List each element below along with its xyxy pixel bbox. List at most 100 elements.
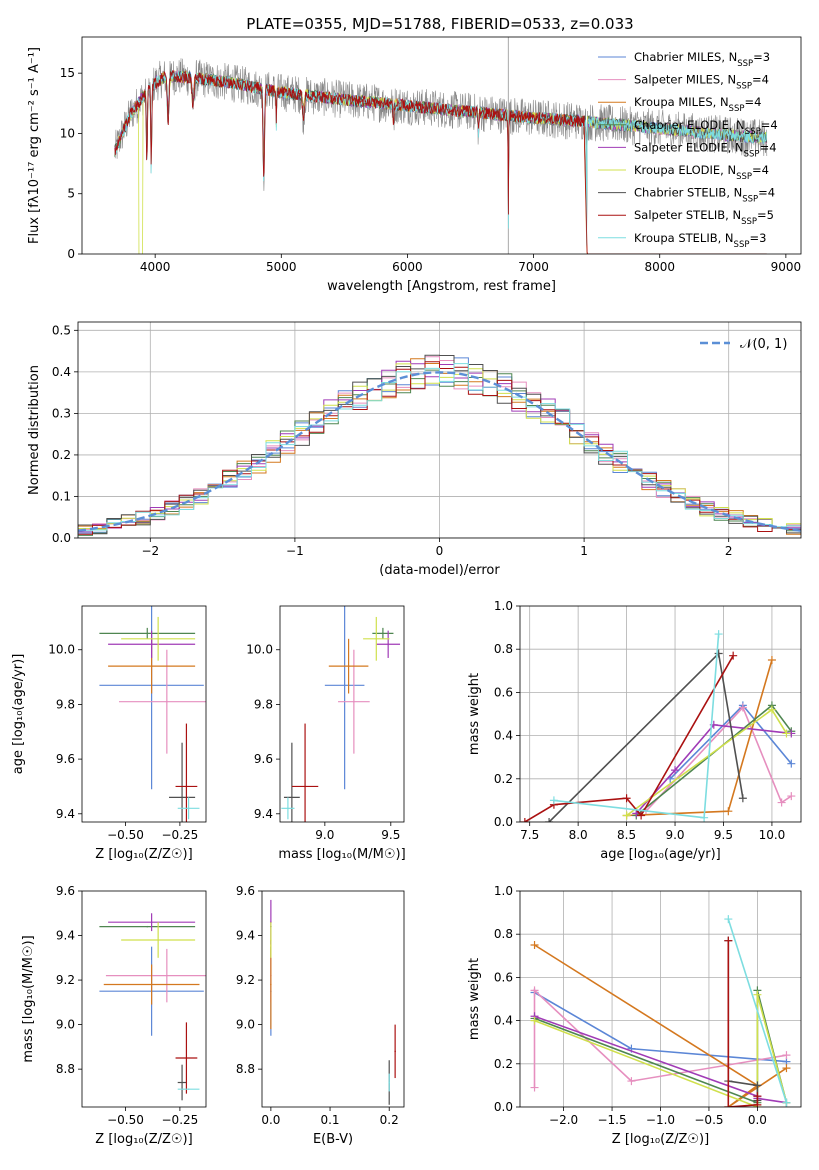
data-point <box>185 785 188 788</box>
axes-frame <box>81 605 207 823</box>
x-tick-label: −0.25 <box>162 1113 199 1127</box>
x-tick-label: 0.1 <box>320 1113 339 1127</box>
y-tick-label: 10 <box>60 126 75 140</box>
data-point <box>146 632 149 635</box>
x-tick-label: −0.50 <box>107 828 144 842</box>
y-tick-label: 0.5 <box>52 323 71 337</box>
x-tick-label: 0 <box>436 544 444 558</box>
y-axis-label: age [log₁₀(age/yr)] <box>11 654 26 775</box>
axes-frame <box>77 321 802 539</box>
y-tick-label: 0.4 <box>52 365 71 379</box>
x-axis-label: Z [log₁₀(Z/Z☉)] <box>612 1132 709 1147</box>
x-axis-label: wavelength [Angstrom, rest frame] <box>327 279 556 294</box>
data-point <box>166 700 168 703</box>
data-point <box>150 665 153 667</box>
x-tick-label: −1 <box>286 544 304 558</box>
mass-weight-series-line <box>534 994 788 1107</box>
mass-weight-point <box>753 1092 762 1101</box>
mass-weight-point <box>753 1081 762 1090</box>
legend-entry: Kroupa ELODIE, NSSP=4 <box>634 163 769 182</box>
axes-frame <box>261 890 405 1108</box>
x-tick-label: 9.5 <box>381 828 400 842</box>
mass-weight-point <box>622 811 631 820</box>
residual-histogram-panel: −2 −1 0 1 2 0.0 0.1 0.2 0.3 0.4 0.5 (data-model)/er… <box>27 321 802 578</box>
y-tick-label: 9.4 <box>56 807 75 821</box>
axes-frame <box>81 890 207 1108</box>
plot-area <box>99 606 206 822</box>
mass-weight-point <box>549 796 558 805</box>
mass-weight-series-line <box>669 704 792 780</box>
spectrum-panel: 4000 5000 6000 7000 8000 9000 0 5 10 15 wavelength… <box>27 36 802 294</box>
x-axis-label: mass [log₁₀(M/M☉)] <box>278 847 405 862</box>
mass-weight-point <box>627 1077 636 1086</box>
mass-weight-vs-age-panel: 7.5 8.0 8.5 9.0 9.5 10.0 0.0 0.2 0.4 0.6 0.8 1.0 age… <box>467 599 802 862</box>
data-point <box>394 1050 396 1053</box>
mass-weight-point <box>545 818 554 822</box>
x-tick-label: 8000 <box>644 260 675 274</box>
x-tick-label: 9.0 <box>315 828 334 842</box>
data-point <box>146 925 149 928</box>
y-tick-label: 5 <box>67 187 75 201</box>
data-point <box>181 796 183 799</box>
y-tick-label: 9.0 <box>56 1018 75 1032</box>
mass-weight-series-line <box>727 940 759 1107</box>
y-tick-label: 9.4 <box>236 929 255 943</box>
plot-area <box>520 891 801 1107</box>
data-point <box>150 983 153 986</box>
x-tick-label: 0.2 <box>380 1113 399 1127</box>
legend-entry: Salpeter ELODIE, NSSP=4 <box>634 140 777 159</box>
mass-weight-point <box>530 1083 539 1092</box>
x-tick-label: 0.0 <box>261 1113 280 1127</box>
y-tick-label: 0.6 <box>494 970 513 984</box>
data-point <box>304 785 306 788</box>
data-point <box>187 1088 190 1090</box>
axes-frame <box>519 605 802 823</box>
mass-weight-point <box>782 1051 791 1060</box>
mass-weight-point <box>724 1103 733 1107</box>
axes-frame <box>279 605 405 823</box>
y-axis-label: mass weight <box>467 958 482 1040</box>
x-tick-label: 9.0 <box>665 828 684 842</box>
mass-weight-point <box>622 794 631 803</box>
mass-weight-series-line <box>645 706 792 812</box>
mass-weight-point <box>724 915 733 924</box>
data-point <box>157 638 159 640</box>
x-axis-label: age [log₁₀(age/yr)] <box>600 847 721 862</box>
mass-weight-point <box>782 1098 791 1107</box>
y-tick-label: 9.2 <box>236 973 255 987</box>
mass-weight-series-line <box>626 659 773 817</box>
x-tick-label: −2 <box>141 544 159 558</box>
x-tick-label: 2 <box>725 544 733 558</box>
axes-frame <box>81 36 802 255</box>
mass-weight-point <box>520 818 529 822</box>
y-tick-label: 15 <box>60 66 75 80</box>
data-point <box>353 700 355 703</box>
x-tick-label: −1.5 <box>597 1113 626 1127</box>
x-tick-label: 7000 <box>518 260 549 274</box>
y-tick-label: 9.6 <box>56 752 75 766</box>
mass-vs-metallicity-panel: −0.50 −0.25 8.8 9.0 9.2 9.4 9.6 Z [log₁₀(Z/Z☉)]… <box>21 884 207 1147</box>
y-tick-label: 0.8 <box>494 927 513 941</box>
x-tick-label: 10.0 <box>759 828 786 842</box>
figure-title: PLATE=0355, MJD=51788, FIBERID=0533, z=0… <box>246 15 633 33</box>
normal-reference-curve <box>78 371 801 532</box>
data-point <box>388 1081 391 1084</box>
y-tick-label: 9.2 <box>56 973 75 987</box>
y-tick-label: 0 <box>67 247 75 261</box>
data-point <box>291 796 293 799</box>
axes-frame <box>519 890 802 1108</box>
mass-weight-vs-metallicity-panel: −2.0 −1.5 −1.0 −0.5 0.0 0.0 0.2 0.4 0.6 0.8 1.0 Z [… <box>467 884 802 1147</box>
y-tick-label: 9.4 <box>56 929 75 943</box>
mass-weight-point <box>753 1100 762 1107</box>
data-point <box>150 643 153 646</box>
y-tick-label: 9.0 <box>236 1018 255 1032</box>
y-tick-label: 0.1 <box>52 489 71 503</box>
y-axis-label: mass [log₁₀(M/M☉)] <box>21 935 36 1062</box>
age-vs-metallicity-panel: −0.50 −0.25 9.4 9.6 9.8 10.0 Z [log₁₀(Z/Z☉)] ag… <box>11 605 207 862</box>
age-vs-mass-panel: 9.0 9.5 9.4 9.6 9.8 10.0 mass [log₁₀(M/M☉)] <box>246 605 406 862</box>
spectrum-legend: Chabrier MILES, NSSP=3 Salpeter MILES, NS… <box>598 50 778 250</box>
data-point <box>375 638 378 640</box>
plot-area <box>114 37 768 254</box>
mass-weight-point <box>782 1064 791 1073</box>
